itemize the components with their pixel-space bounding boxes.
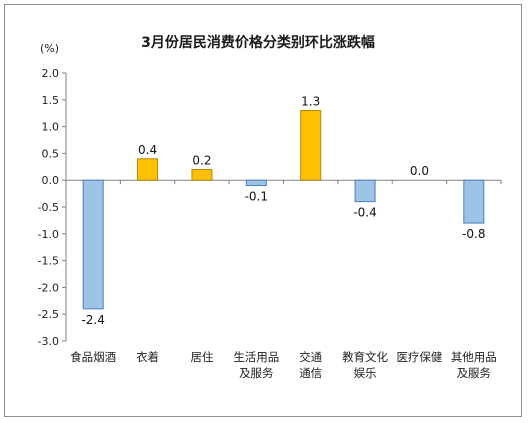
data-label: 1.3 xyxy=(301,95,320,109)
chart-svg: 3月份居民消费价格分类别环比涨跌幅 (%) 2.0 1.5 1.0 0.5 0.0 -0.… xyxy=(38,34,502,380)
y-axis-unit-label: (%) xyxy=(40,42,59,55)
y-tick-label: 1.5 xyxy=(42,94,60,107)
chart-frame: 3月份居民消费价格分类别环比涨跌幅 (%) 2.0 1.5 1.0 0.5 0.0 -0.… xyxy=(4,4,522,417)
category-label: 及服务 xyxy=(457,366,492,380)
y-tick-label: 1.0 xyxy=(42,121,60,134)
category-label: 及服务 xyxy=(239,366,274,380)
category-label: 教育文化 xyxy=(342,350,388,364)
axes: 2.0 1.5 1.0 0.5 0.0 -0.5 -1.0 -1.5 -2.0 -2.5 -3.0 xyxy=(38,67,502,348)
data-label: -0.1 xyxy=(245,190,268,204)
y-tick-label: -2.5 xyxy=(38,308,59,321)
category-label: 衣着 xyxy=(136,350,159,364)
bar xyxy=(191,168,213,181)
category-label: 娱乐 xyxy=(354,366,377,380)
data-label: 0.2 xyxy=(192,153,211,167)
y-tick-label: -3.0 xyxy=(38,335,59,348)
category-label: 生活用品 xyxy=(233,350,279,364)
data-labels: -2.4 0.4 0.2 -0.1 1.3 -0.4 0.0 -0.8 xyxy=(81,95,485,327)
data-label: 0.0 xyxy=(410,164,429,178)
category-label: 食品烟酒 xyxy=(70,350,116,364)
data-label: -0.4 xyxy=(353,206,376,220)
y-tick-label: -0.5 xyxy=(38,201,59,214)
y-tick-label: -2.0 xyxy=(38,281,59,294)
bar xyxy=(137,158,159,181)
bars xyxy=(82,110,485,310)
chart-title: 3月份居民消费价格分类别环比涨跌幅 xyxy=(141,34,375,51)
y-tick-label: 2.0 xyxy=(42,67,60,80)
category-label: 交通 xyxy=(299,350,322,364)
category-label: 其他用品 xyxy=(451,350,497,364)
category-label: 医疗保健 xyxy=(396,350,442,364)
bar xyxy=(82,179,104,310)
data-label: -2.4 xyxy=(81,313,104,327)
bar xyxy=(300,110,322,181)
bar xyxy=(245,179,267,187)
category-label: 居住 xyxy=(190,350,213,364)
bar xyxy=(463,179,485,224)
y-tick-label: -1.0 xyxy=(38,228,59,241)
bar xyxy=(354,179,376,203)
category-label: 通信 xyxy=(299,366,322,380)
y-tick-label: 0.0 xyxy=(42,174,60,187)
data-label: 0.4 xyxy=(138,143,157,157)
y-tick-label: 0.5 xyxy=(42,147,60,160)
y-tick-label: -1.5 xyxy=(38,255,59,268)
data-label: -0.8 xyxy=(462,227,485,241)
